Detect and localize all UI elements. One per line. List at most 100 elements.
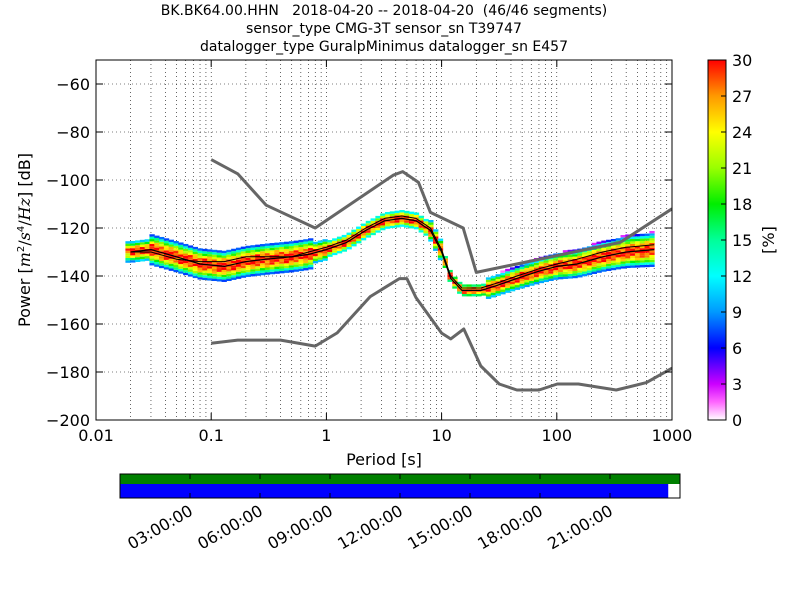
heatmap-cell [634,243,641,246]
heatmap-cell [259,270,266,273]
heatmap-cell [634,262,641,266]
heatmap-cell [409,226,415,229]
heatmap-cell [644,247,650,251]
heatmap-cell [288,262,295,266]
heatmap-cell [582,254,588,258]
heatmap-cell [226,278,232,282]
colorbar-tick-label: 18 [732,195,752,214]
heatmap-cell [529,268,535,272]
heatmap-cell [159,258,165,261]
heatmap-cell [567,276,573,279]
heatmap-cell [293,257,299,260]
heatmap-cell [591,261,597,265]
heatmap-cell [231,265,237,268]
heatmap-cell [250,249,256,253]
heatmap-cell [452,283,458,287]
heatmap-cell [139,256,146,260]
heatmap-cell [163,259,170,263]
heatmap-cell [562,274,569,277]
heatmap-cell [418,225,424,228]
heatmap-cell [163,238,170,241]
heatmap-cell [634,241,641,244]
heatmap-cell [389,211,396,214]
heatmap-cell [197,250,203,254]
heatmap-cell [620,259,626,262]
heatmap-cell [639,255,646,258]
heatmap-cell [615,257,622,260]
heatmap-cell [524,279,530,283]
heatmap-cell [178,266,184,269]
heatmap-cell [591,271,597,274]
heatmap-cell [207,268,213,271]
heatmap-cell [250,261,256,265]
heatmap-cell [606,261,612,264]
heatmap-cell [577,265,583,268]
heatmap-cell [264,262,271,266]
heatmap-cell [644,257,650,260]
heatmap-cell [370,220,376,224]
heatmap-cell [303,248,309,252]
heatmap-cell [543,262,549,266]
heatmap-cell [586,267,593,271]
heatmap-cell [336,239,343,242]
heatmap-cell [173,245,179,249]
heatmap-cell [288,265,295,268]
heatmap-cell [485,294,492,297]
heatmap-cell [207,261,213,264]
heatmap-cell [404,225,410,228]
heatmap-cell [245,245,251,249]
heatmap-cell [332,238,338,241]
heatmap-cell [255,256,261,260]
colorbar-tick-label: 0 [732,411,742,430]
heatmap-cell [154,264,160,267]
heatmap-cell [505,285,511,289]
heatmap-cell [226,266,232,270]
heatmap-cell [163,264,170,268]
heatmap-cell [250,254,256,258]
heatmap-cell [284,263,290,266]
heatmap-cell [625,248,631,252]
heatmap-cell [173,250,179,254]
heatmap-cell [235,252,242,255]
heatmap-cell [149,241,155,244]
heatmap-cell [649,233,655,236]
heatmap-cell [221,262,227,266]
heatmap-cell [293,259,299,263]
y-axis-label: Power [m2/s4/Hz] [dB] [15,153,34,327]
heatmap-cell [216,274,223,277]
heatmap-cell [144,244,150,247]
heatmap-cell [187,269,194,272]
heatmap-cell [159,239,165,242]
heatmap-cell [173,267,179,270]
heatmap-cell [269,271,275,275]
heatmap-cell [288,267,295,271]
heatmap-cell [649,262,655,265]
heatmap-cell [649,240,655,243]
heatmap-cell [139,242,146,245]
heatmap-cell [601,259,607,263]
heatmap-cell [596,244,602,247]
heatmap-cell [644,233,650,236]
heatmap-cell [404,213,410,216]
heatmap-cell [543,277,549,280]
heatmap-cell [216,267,223,270]
heatmap-cell [173,260,179,263]
heatmap-cell [187,252,194,256]
heatmap-cell [139,251,146,255]
heatmap-cell [375,230,381,233]
heatmap-cell [505,290,511,293]
heatmap-cell [235,250,242,253]
heatmap-cell [322,256,328,259]
heatmap-cell [187,257,194,260]
heatmap-cell [312,258,319,261]
heatmap-cell [284,260,290,264]
heatmap-cell [341,237,348,240]
heatmap-cell [610,265,617,268]
heatmap-cell [558,276,564,280]
heatmap-cell [620,244,626,248]
heatmap-cell [591,252,597,255]
heatmap-cell [586,258,593,261]
heatmap-cell [418,218,424,221]
heatmap-cell [303,258,309,261]
heatmap-cell [606,246,612,250]
